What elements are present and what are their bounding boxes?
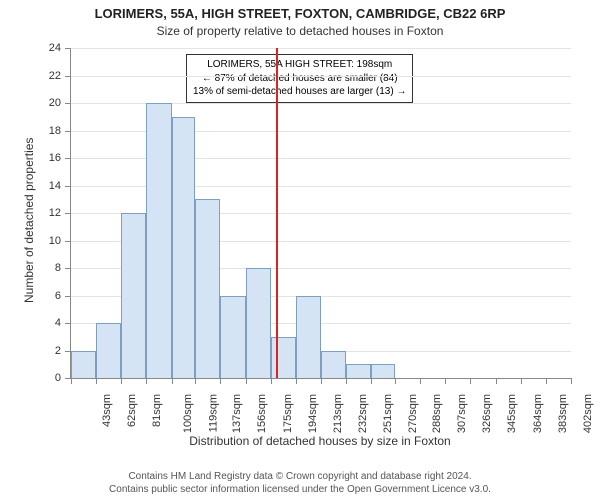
x-tick — [71, 378, 72, 384]
histogram-bar — [271, 337, 296, 378]
histogram-bar — [172, 117, 196, 378]
x-tick — [470, 378, 471, 384]
histogram-bar — [371, 364, 395, 378]
reference-line — [276, 48, 278, 378]
grid-line — [71, 76, 571, 77]
x-tick-label: 119sqm — [207, 394, 219, 432]
footer-attribution: Contains HM Land Registry data © Crown c… — [0, 470, 600, 496]
y-tick — [65, 158, 71, 159]
x-tick-label: 232sqm — [357, 394, 369, 433]
y-tick-label: 14 — [49, 180, 61, 192]
x-tick-label: 307sqm — [456, 394, 468, 433]
x-tick-label: 270sqm — [407, 394, 419, 433]
y-tick-label: 22 — [49, 70, 61, 82]
x-tick-label: 251sqm — [382, 394, 394, 433]
x-tick — [195, 378, 196, 384]
x-tick-label: 383sqm — [557, 394, 569, 433]
x-tick-label: 100sqm — [183, 394, 195, 433]
grid-line — [71, 48, 571, 49]
x-tick-label: 364sqm — [532, 394, 544, 433]
y-tick — [65, 268, 71, 269]
x-tick — [496, 378, 497, 384]
histogram-bar — [220, 296, 245, 379]
x-tick — [146, 378, 147, 384]
y-tick — [65, 76, 71, 77]
x-tick-label: 194sqm — [307, 394, 319, 433]
x-tick — [395, 378, 396, 384]
x-tick — [96, 378, 97, 384]
histogram-bar — [146, 103, 171, 378]
y-tick — [65, 186, 71, 187]
histogram-bar — [195, 199, 220, 378]
y-axis-title: Number of detached properties — [22, 138, 36, 303]
y-tick-label: 18 — [49, 125, 61, 137]
y-tick-label: 12 — [49, 207, 61, 219]
x-tick-label: 326sqm — [481, 394, 493, 433]
x-tick-label: 213sqm — [332, 394, 344, 433]
y-tick-label: 0 — [55, 372, 61, 384]
histogram-bar — [321, 351, 346, 379]
x-tick — [571, 378, 572, 384]
x-axis-title: Distribution of detached houses by size … — [70, 434, 570, 448]
histogram-bar — [121, 213, 146, 378]
y-tick-label: 2 — [55, 345, 61, 357]
x-tick — [420, 378, 421, 384]
histogram-bar — [96, 323, 121, 378]
y-tick — [65, 323, 71, 324]
x-tick — [220, 378, 221, 384]
y-tick-label: 16 — [49, 152, 61, 164]
x-tick — [521, 378, 522, 384]
histogram-plot: LORIMERS, 55A HIGH STREET: 198sqm ← 87% … — [70, 48, 571, 379]
x-tick-label: 81sqm — [151, 394, 163, 427]
x-tick-label: 175sqm — [282, 394, 294, 433]
histogram-bar — [346, 364, 371, 378]
footer-line-1: Contains HM Land Registry data © Crown c… — [0, 470, 600, 483]
y-tick-label: 4 — [55, 317, 61, 329]
x-tick-label: 402sqm — [582, 394, 594, 433]
x-tick — [321, 378, 322, 384]
x-tick — [546, 378, 547, 384]
x-tick-label: 345sqm — [507, 394, 519, 433]
annotation-box: LORIMERS, 55A HIGH STREET: 198sqm ← 87% … — [186, 54, 413, 103]
x-tick-label: 137sqm — [231, 394, 243, 433]
annotation-line-3: 13% of semi-detached houses are larger (… — [193, 85, 406, 99]
chart-subtitle: Size of property relative to detached ho… — [0, 24, 600, 38]
x-tick-label: 288sqm — [431, 394, 443, 433]
chart-title: LORIMERS, 55A, HIGH STREET, FOXTON, CAMB… — [0, 6, 600, 21]
y-tick-label: 10 — [49, 235, 61, 247]
y-tick — [65, 213, 71, 214]
x-tick — [172, 378, 173, 384]
histogram-bar — [246, 268, 271, 378]
x-tick — [121, 378, 122, 384]
y-tick-label: 20 — [49, 97, 61, 109]
y-tick — [65, 241, 71, 242]
x-tick — [445, 378, 446, 384]
x-tick — [371, 378, 372, 384]
y-tick — [65, 103, 71, 104]
footer-line-2: Contains public sector information licen… — [0, 483, 600, 496]
y-tick — [65, 296, 71, 297]
annotation-line-1: LORIMERS, 55A HIGH STREET: 198sqm — [193, 58, 406, 72]
x-tick-label: 62sqm — [126, 394, 138, 427]
x-tick-label: 156sqm — [257, 394, 269, 433]
histogram-bar — [71, 351, 96, 379]
x-tick — [246, 378, 247, 384]
annotation-line-2: ← 87% of detached houses are smaller (84… — [193, 72, 406, 86]
y-tick-label: 6 — [55, 290, 61, 302]
x-tick — [296, 378, 297, 384]
x-tick-label: 43sqm — [101, 394, 113, 427]
y-tick-label: 24 — [49, 42, 61, 54]
y-tick-label: 8 — [55, 262, 61, 274]
x-tick — [271, 378, 272, 384]
y-tick — [65, 131, 71, 132]
x-tick — [346, 378, 347, 384]
histogram-bar — [296, 296, 321, 379]
y-tick — [65, 48, 71, 49]
